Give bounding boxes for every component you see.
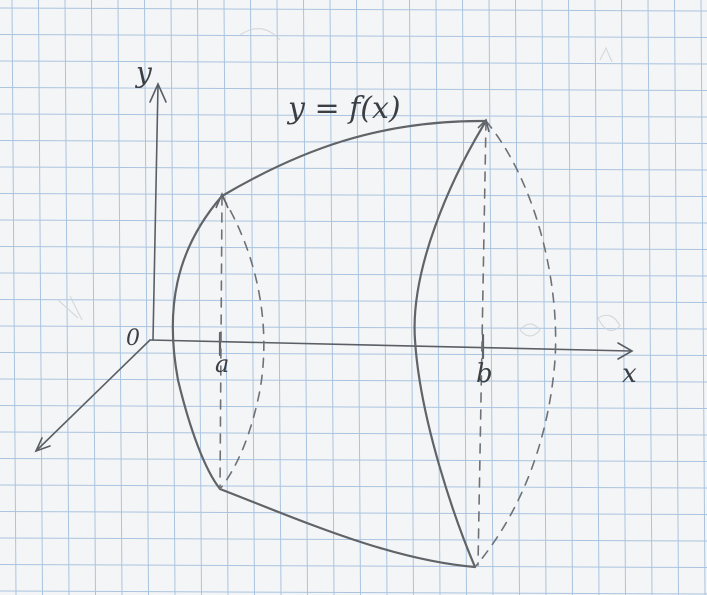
hidden-lines [219,120,557,568]
faint-bleed-through-marks [57,28,621,337]
grid-line-horizontal [0,87,707,91]
grid-line-vertical [38,0,43,595]
grid-line-horizontal [0,458,707,462]
grid-line-horizontal [0,352,707,356]
grid-line-vertical [700,0,706,595]
grid-line-horizontal [0,219,707,224]
left-face-back-arc [219,195,265,490]
grid-line-vertical [117,0,123,595]
dashed-b-arrow-icon [477,118,490,133]
grid-line-horizontal [0,272,707,277]
a-label: a [215,350,229,378]
z-axis-line [35,339,151,452]
grid-line-horizontal [0,564,707,568]
grid-line-vertical [621,0,626,595]
grid-line-vertical [647,0,653,595]
b-label: b [476,359,493,389]
z-axis-arrow-icon [34,437,51,453]
grid-line-vertical [541,0,547,595]
curve-label: y = f(x) [286,91,401,126]
curve-y-equals-f-of-x [220,119,488,198]
grid-line-vertical [11,0,17,595]
grid-line-horizontal [0,325,707,330]
grid-line-vertical [329,0,335,595]
left-face-front-arc [171,194,224,491]
grid-line-horizontal [0,34,707,38]
y-axis-label: y [134,56,153,89]
grid-line-vertical [170,0,176,595]
grid-line-vertical [276,0,282,595]
grid-line-vertical [674,0,679,595]
dashed-line-b [477,120,487,566]
dashed-a-arrow-icon [215,191,229,209]
right-face-front-arc [413,119,488,569]
grid-line-vertical [91,0,96,595]
grid-line-vertical [409,0,414,595]
grid-line-vertical [250,0,255,595]
grid-line-vertical [144,0,149,595]
grid-line-vertical [64,0,70,595]
grid-line-horizontal [0,511,707,515]
grid-line-horizontal [0,405,707,409]
axes [34,82,634,453]
grid-line-horizontal [0,140,707,144]
grid-line-vertical [303,0,308,595]
grid-line-horizontal [0,193,707,197]
x-axis-arrow-icon [617,342,634,360]
grid-line-horizontal [0,378,707,383]
grid-line-vertical [356,0,361,595]
grid-line-vertical [488,0,494,595]
grid-line-horizontal [0,431,707,436]
bottom-mirror-curve [218,487,477,569]
grid-line-vertical [594,0,600,595]
grid-line-vertical [515,0,520,595]
y-axis-line [152,84,159,341]
grid-line-horizontal [0,246,707,250]
y-axis-arrow-icon [149,82,167,103]
grid-line-vertical [382,0,388,595]
origin-label: 0 [126,326,140,351]
grid-line-vertical [223,0,229,595]
solid-outline [171,119,488,569]
grid-line-vertical [568,0,573,595]
x-axis-line [149,339,631,352]
grid-line-vertical [435,0,441,595]
grid-line-horizontal [0,166,707,171]
grid-line-horizontal [0,113,707,118]
dashed-line-a [219,195,223,490]
grid-line-horizontal [0,590,707,595]
x-axis-label: x [622,359,637,389]
grid-line-horizontal [0,60,707,65]
grid-line-vertical [197,0,202,595]
grid-line-vertical [462,0,467,595]
right-face-back-arc [474,120,557,568]
grid-line-horizontal [0,7,707,12]
grid-line-horizontal [0,484,707,489]
grid-line-horizontal [0,299,707,303]
